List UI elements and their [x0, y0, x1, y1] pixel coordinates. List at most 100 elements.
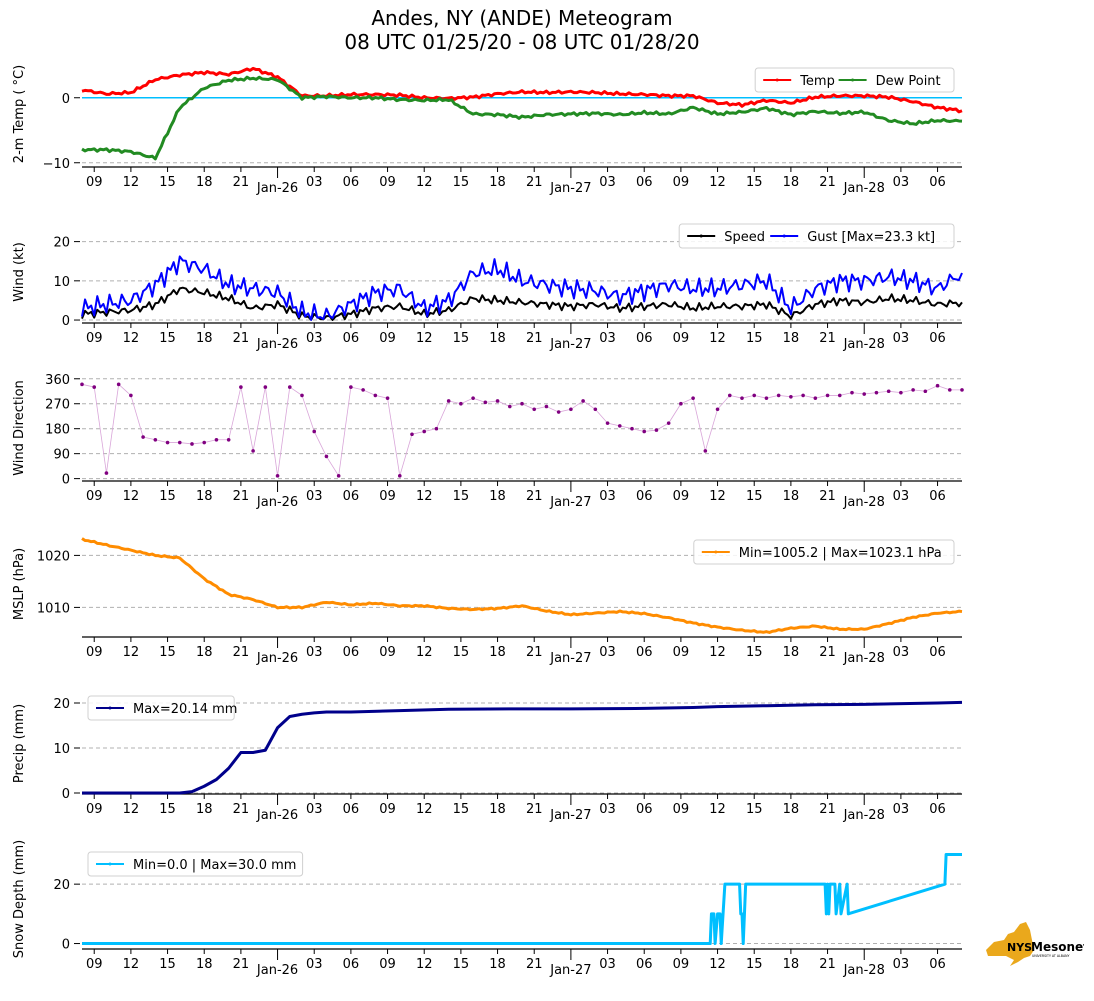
y-axis-label: Wind (kt): [12, 242, 27, 302]
wind-direction-point: [691, 396, 695, 400]
wind-direction-point: [654, 428, 659, 432]
wind-direction-point: [434, 426, 439, 431]
wind-direction-point: [532, 407, 537, 412]
x-tick-label: 15: [453, 802, 470, 817]
y-tick-label: 0: [62, 787, 70, 802]
x-tick-label: 15: [453, 331, 470, 346]
x-tick-label: 21: [819, 175, 836, 190]
legend-label: Min=0.0 | Max=30.0 mm: [133, 858, 296, 873]
x-tick-label: 06: [636, 175, 653, 190]
wind-direction-point: [92, 385, 97, 389]
series-line-min-1005-2-max-1023-1-hpa: [81, 537, 963, 634]
wind-direction-point: [324, 454, 329, 459]
wind-direction-point: [349, 385, 353, 389]
x-tick-label: 18: [489, 175, 506, 190]
wind-direction-point: [666, 421, 671, 425]
x-tick-label: 18: [196, 331, 213, 346]
legend-marker: [699, 234, 703, 238]
x-day-label: Jan-27: [549, 963, 591, 978]
x-day-label: Jan-28: [843, 963, 885, 978]
x-day-label: Jan-28: [843, 337, 885, 352]
x-tick-label: 21: [819, 489, 836, 504]
x-tick-label: 09: [673, 489, 690, 504]
x-day-label: Jan-27: [549, 495, 591, 510]
y-tick-label: 270: [45, 398, 70, 413]
series-line-dew-point: [81, 75, 963, 161]
wind-direction-point: [569, 407, 573, 412]
series-line-temp: [81, 66, 963, 114]
legend-box: [678, 223, 955, 249]
x-tick-label: 12: [709, 957, 726, 972]
x-tick-label: 09: [86, 489, 103, 504]
y-tick-label: 20: [53, 878, 70, 893]
legend-label: Min=1005.2 | Max=1023.1 hPa: [739, 546, 942, 561]
y-tick-label: 1010: [37, 601, 70, 616]
x-day-label: Jan-28: [843, 651, 885, 666]
wind-direction-point: [776, 393, 781, 398]
x-day-label: Jan-27: [549, 651, 591, 666]
wind-direction-point: [764, 396, 769, 400]
wind-direction-point: [129, 393, 133, 398]
series-line-max-20-14-mm: [82, 700, 963, 795]
x-tick-label: 18: [196, 175, 213, 190]
x-tick-label: 21: [819, 645, 836, 660]
x-tick-label: 12: [123, 957, 140, 972]
wind-direction-point: [593, 407, 598, 412]
x-tick-label: 21: [819, 331, 836, 346]
x-tick-label: 09: [379, 957, 396, 972]
ny-state-shape-icon: [986, 922, 1034, 966]
x-tick-label: 21: [526, 957, 543, 972]
x-tick-label: 12: [416, 802, 433, 817]
x-tick-label: 09: [673, 802, 690, 817]
wind-direction-point: [605, 421, 610, 425]
wind-direction-point: [850, 390, 854, 395]
x-tick-label: 12: [416, 957, 433, 972]
legend-label: Gust [Max=23.3 kt]: [807, 230, 935, 245]
wind-direction-point: [190, 442, 194, 446]
x-tick-label: 06: [636, 802, 653, 817]
x-tick-label: 06: [929, 331, 946, 346]
x-tick-label: 15: [159, 489, 176, 504]
x-tick-label: 06: [929, 489, 946, 504]
legend-label: Speed: [724, 230, 765, 245]
legend-label: Max=20.14 mm: [133, 702, 237, 717]
x-tick-label: 18: [489, 331, 506, 346]
x-tick-label: 21: [819, 802, 836, 817]
wind-direction-point: [116, 382, 121, 387]
wind-direction-point: [740, 396, 744, 400]
x-tick-label: 09: [673, 645, 690, 660]
x-day-label: Jan-28: [843, 495, 885, 510]
y-tick-label: 90: [53, 448, 70, 463]
x-tick-label: 12: [123, 645, 140, 660]
wind-direction-point: [679, 401, 683, 406]
wind-direction-point: [960, 388, 964, 392]
wind-direction-point: [385, 396, 390, 400]
x-day-label: Jan-26: [256, 963, 298, 978]
x-tick-label: 15: [453, 175, 470, 190]
legend-box: [693, 539, 955, 565]
chart-title-line2: 08 UTC 01/25/20 - 08 UTC 01/28/20: [344, 30, 700, 54]
x-tick-label: 15: [159, 175, 176, 190]
wind-direction-point: [813, 396, 818, 400]
legend-marker: [782, 234, 786, 238]
y-tick-label: 180: [45, 423, 70, 438]
x-tick-label: 18: [783, 331, 800, 346]
x-tick-label: 09: [379, 331, 396, 346]
wind-direction-point: [275, 474, 280, 478]
x-tick-label: 09: [86, 957, 103, 972]
x-tick-label: 12: [709, 331, 726, 346]
x-tick-label: 12: [123, 802, 140, 817]
x-tick-label: 03: [306, 489, 323, 504]
x-tick-label: 06: [929, 645, 946, 660]
legend-marker: [775, 78, 779, 82]
x-tick-label: 06: [343, 957, 360, 972]
wind-direction-point: [507, 404, 512, 409]
x-tick-label: 15: [746, 957, 763, 972]
wind-direction-point: [141, 435, 145, 439]
series-line-min-0-0-max-30-0-mm: [82, 852, 962, 946]
x-tick-label: 06: [343, 331, 360, 346]
legend: Temp Dew Point: [754, 67, 955, 93]
wind-direction-point: [80, 382, 84, 387]
x-tick-label: 18: [196, 957, 213, 972]
